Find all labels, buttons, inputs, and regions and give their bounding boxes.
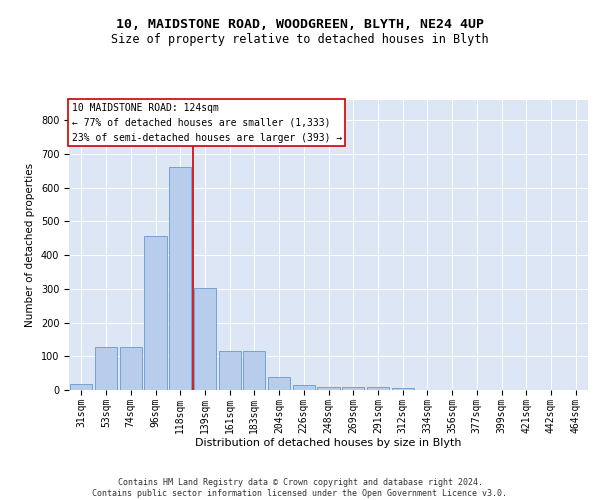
Bar bbox=[169, 168, 191, 390]
Bar bbox=[70, 384, 92, 390]
Bar bbox=[145, 236, 167, 390]
Y-axis label: Number of detached properties: Number of detached properties bbox=[25, 163, 35, 327]
Bar bbox=[392, 388, 414, 390]
X-axis label: Distribution of detached houses by size in Blyth: Distribution of detached houses by size … bbox=[195, 438, 462, 448]
Bar bbox=[268, 377, 290, 390]
Bar bbox=[293, 386, 315, 390]
Bar bbox=[367, 386, 389, 390]
Text: 10 MAIDSTONE ROAD: 124sqm
← 77% of detached houses are smaller (1,333)
23% of se: 10 MAIDSTONE ROAD: 124sqm ← 77% of detac… bbox=[71, 103, 342, 142]
Bar bbox=[342, 386, 364, 390]
Text: Size of property relative to detached houses in Blyth: Size of property relative to detached ho… bbox=[111, 32, 489, 46]
Bar bbox=[243, 350, 265, 390]
Bar bbox=[194, 288, 216, 390]
Bar bbox=[95, 347, 117, 390]
Bar bbox=[119, 347, 142, 390]
Bar bbox=[218, 350, 241, 390]
Bar bbox=[317, 386, 340, 390]
Text: Contains HM Land Registry data © Crown copyright and database right 2024.
Contai: Contains HM Land Registry data © Crown c… bbox=[92, 478, 508, 498]
Text: 10, MAIDSTONE ROAD, WOODGREEN, BLYTH, NE24 4UP: 10, MAIDSTONE ROAD, WOODGREEN, BLYTH, NE… bbox=[116, 18, 484, 30]
